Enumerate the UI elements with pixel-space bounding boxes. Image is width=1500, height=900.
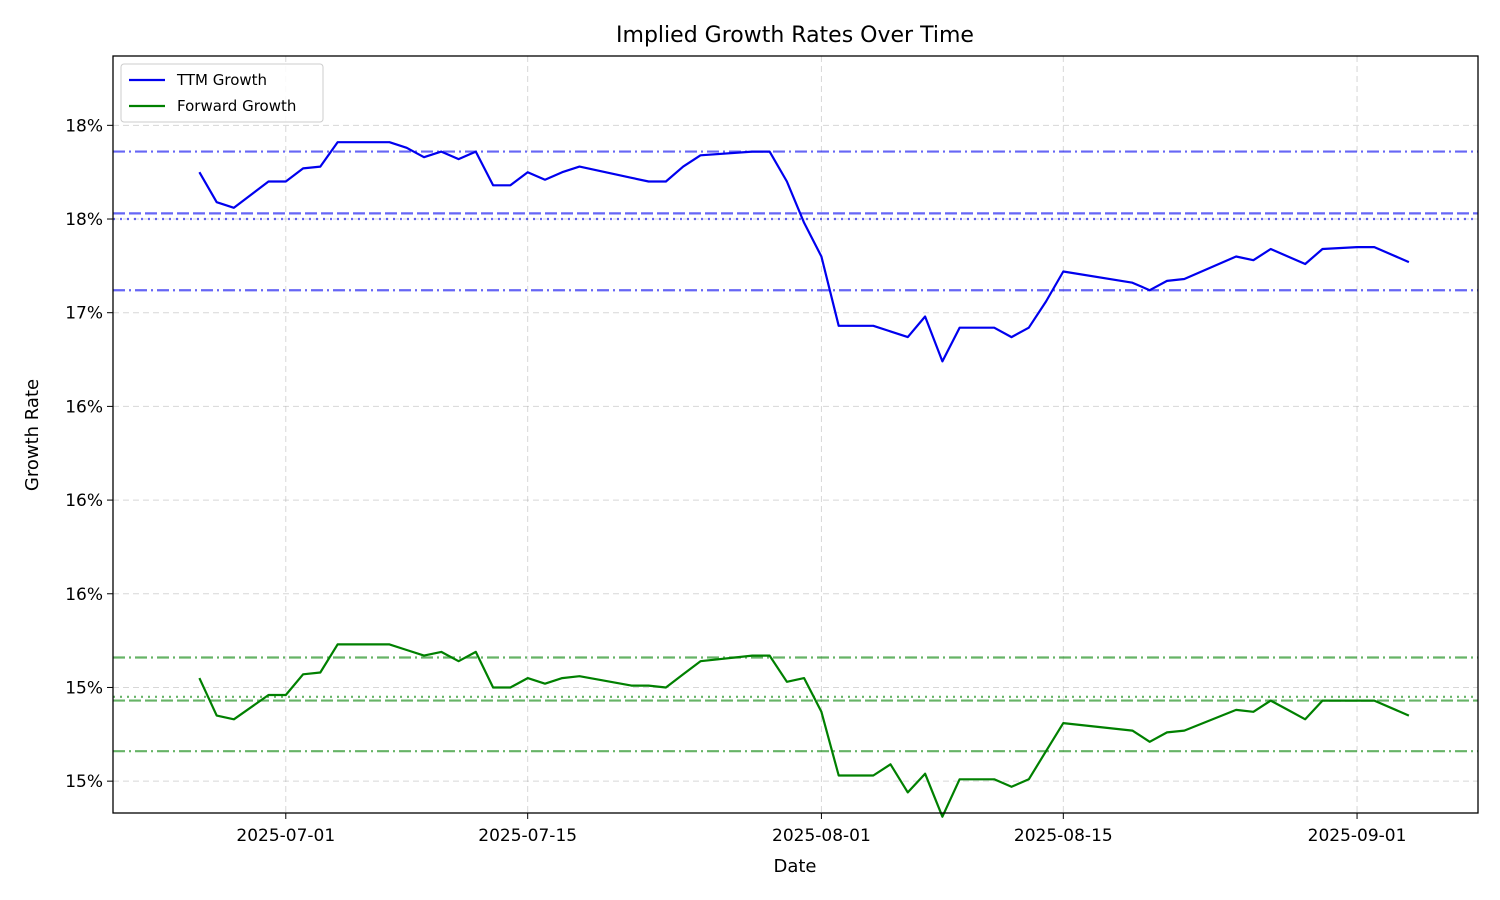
x-axis-label: Date — [773, 856, 816, 877]
legend-label: Forward Growth — [177, 97, 296, 115]
plot-frame — [112, 55, 1479, 814]
grid-lines — [113, 56, 1478, 813]
y-tick-label: 18% — [65, 210, 103, 230]
y-tick-label: 17% — [65, 304, 103, 324]
y-tick-label: 16% — [65, 397, 103, 417]
x-tick-label: 2025-07-01 — [236, 826, 335, 846]
x-tick-label: 2025-09-01 — [1308, 826, 1407, 846]
y-axis-label: Growth Rate — [22, 379, 43, 491]
y-tick-label: 15% — [65, 678, 103, 698]
legend-box — [120, 63, 324, 123]
y-tick-label: 16% — [65, 491, 103, 511]
x-tick-label: 2025-07-15 — [478, 826, 577, 846]
x-tick-label: 2025-08-15 — [1014, 826, 1113, 846]
series-lines — [198, 141, 1410, 818]
y-tick-label: 15% — [65, 772, 103, 792]
x-axis-ticks: 2025-07-01 2025-07-15 2025-08-01 2025-08-15… — [236, 813, 1406, 846]
chart-title: Implied Growth Rates Over Time — [616, 23, 974, 48]
x-tick-label: 2025-08-01 — [772, 826, 871, 846]
legend: TTM Growth Forward Growth — [120, 63, 324, 123]
y-axis-ticks: 15% 15% 16% 16% 16% 17% 18% 18% — [65, 116, 113, 792]
y-tick-label: 16% — [65, 585, 103, 605]
reference-lines — [113, 150, 1478, 753]
y-tick-label: 18% — [65, 116, 103, 136]
series-line-ttm-growth — [198, 141, 1410, 363]
series-line-forward-growth — [198, 643, 1410, 818]
legend-label: TTM Growth — [176, 71, 267, 89]
